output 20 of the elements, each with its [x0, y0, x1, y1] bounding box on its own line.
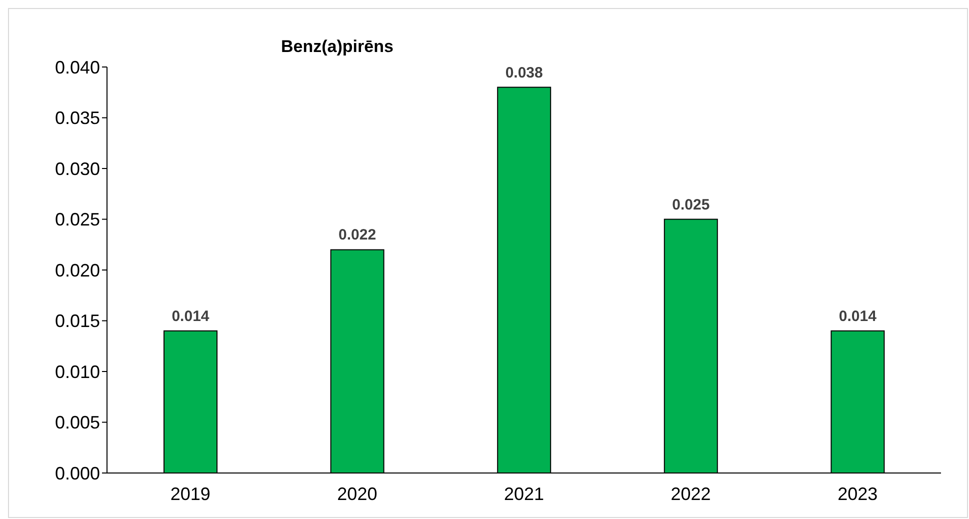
data-label: 0.025	[672, 196, 710, 214]
data-label: 0.022	[338, 226, 376, 244]
text: 0.015	[54, 311, 100, 332]
text: 0.025	[54, 210, 100, 230]
text: 0.005	[54, 412, 100, 433]
text: 0.000	[54, 463, 100, 484]
x-tick-label: 2023	[838, 484, 878, 504]
data-label: 0.014	[838, 308, 878, 325]
x-tick-label: 2020	[337, 484, 378, 504]
x-tick-label: 2021	[504, 484, 544, 504]
text: 0.040	[54, 57, 100, 78]
text: 0.020	[54, 260, 100, 280]
text: 0.010	[54, 362, 100, 382]
x-tick-label: 2022	[670, 484, 711, 504]
x-tick-label: 2019	[170, 484, 210, 504]
data-label: 0.038	[505, 64, 543, 82]
text: 0.035	[54, 108, 100, 128]
data-label: 0.014	[172, 308, 210, 325]
text: 0.030	[54, 158, 100, 179]
chart-title: Benz(a)pirēns	[281, 37, 394, 57]
